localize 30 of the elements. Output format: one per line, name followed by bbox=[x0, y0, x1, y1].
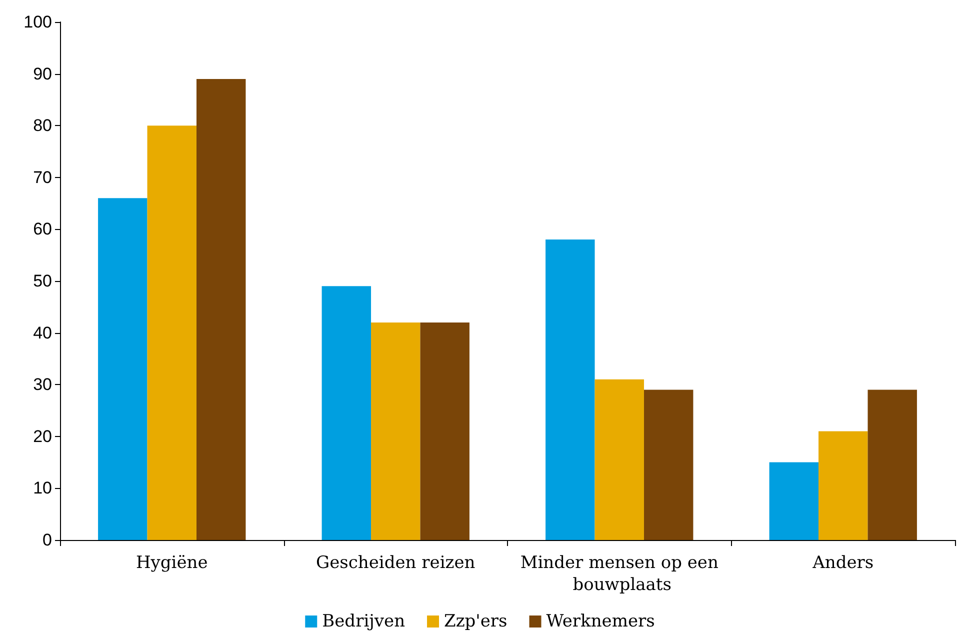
bar bbox=[196, 78, 246, 540]
bar bbox=[98, 198, 148, 540]
y-tick-label: 90 bbox=[33, 64, 52, 84]
bar bbox=[420, 322, 470, 540]
y-tick-label: 40 bbox=[33, 323, 52, 342]
y-tick-label: 30 bbox=[33, 375, 52, 394]
bar bbox=[594, 379, 644, 540]
x-tick-label: Gescheiden reizen bbox=[316, 553, 476, 573]
y-tick-label: 50 bbox=[33, 272, 52, 290]
x-tick-label: Minder mensen op een bouwplaats bbox=[520, 553, 718, 595]
bar bbox=[147, 126, 196, 540]
y-tick-label: 70 bbox=[33, 168, 52, 187]
y-tick-label: 0 bbox=[42, 530, 52, 550]
x-tick-label: Anders bbox=[812, 553, 874, 573]
legend-label: Werknemers bbox=[546, 612, 655, 632]
y-tick-label: 60 bbox=[33, 220, 52, 239]
y-tick-label: 80 bbox=[33, 116, 52, 136]
bar bbox=[644, 390, 694, 540]
bar bbox=[371, 322, 420, 540]
legend-label: Bedrijven bbox=[322, 612, 406, 632]
y-tick-label: 100 bbox=[24, 12, 52, 32]
bar bbox=[322, 286, 372, 540]
bar bbox=[546, 240, 595, 540]
y-tick-label: 10 bbox=[33, 478, 52, 498]
legend-label: Zzp'ers bbox=[444, 612, 508, 632]
x-tick-label: Hygiëne bbox=[136, 553, 208, 573]
bar bbox=[769, 462, 819, 540]
bar bbox=[868, 390, 917, 540]
y-tick-label: 20 bbox=[33, 426, 52, 446]
bar bbox=[818, 431, 868, 540]
